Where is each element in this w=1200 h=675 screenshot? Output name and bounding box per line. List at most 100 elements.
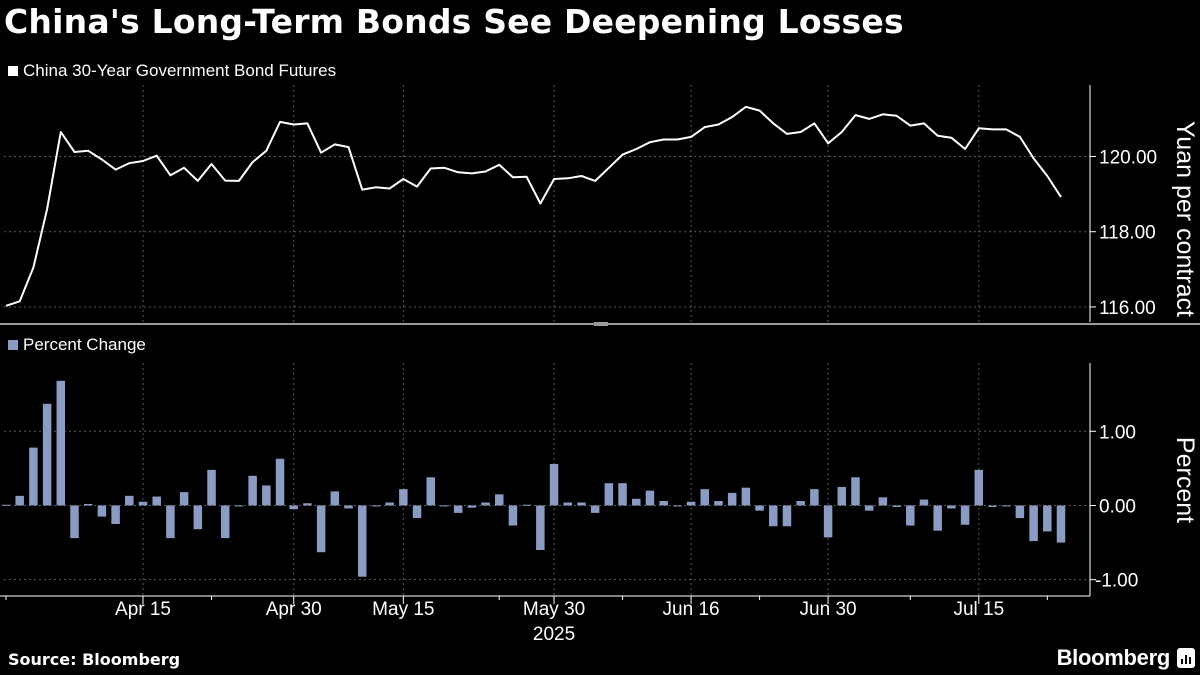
bar-percent-change: [741, 487, 751, 506]
bar-percent-change: [193, 505, 203, 530]
year-label: 2025: [533, 624, 575, 645]
bar-percent-change: [207, 469, 216, 506]
bar-percent-change: [851, 477, 860, 506]
bar-percent-change: [1015, 505, 1025, 519]
bar-percent-change: [727, 492, 737, 506]
bar-percent-change: [810, 489, 819, 506]
legend-line-label: China 30-Year Government Bond Futures: [23, 61, 337, 80]
bar-percent-change: [42, 403, 52, 506]
bars-layer: [1, 380, 1066, 577]
bar-percent-change: [494, 494, 504, 506]
ytick-label-top: 118.00: [1099, 223, 1156, 244]
bar-percent-change: [275, 458, 285, 506]
bar-percent-change: [755, 505, 764, 511]
bar-percent-change: [303, 503, 312, 506]
bar-percent-change: [700, 489, 710, 506]
bar-percent-change: [166, 505, 175, 539]
bar-percent-change: [412, 505, 422, 519]
legend-bar: Percent Change: [8, 335, 146, 355]
bar-percent-change: [919, 499, 929, 506]
bar-percent-change: [316, 505, 326, 553]
bar-percent-change: [686, 501, 696, 506]
bar-percent-change: [673, 505, 682, 507]
bar-percent-change: [947, 505, 956, 509]
bar-percent-change: [83, 503, 93, 506]
legend-line: China 30-Year Government Bond Futures: [8, 61, 336, 81]
bar-percent-change: [1043, 505, 1052, 532]
line-layer: [5, 105, 1062, 307]
y-axis-title-bottom: Percent: [1171, 437, 1199, 523]
bar-percent-change: [536, 505, 545, 550]
bar-percent-change: [70, 505, 79, 539]
bar-percent-change: [97, 505, 107, 517]
bar-percent-change: [453, 505, 463, 513]
bar-percent-change: [15, 495, 24, 506]
bar-percent-change: [508, 505, 518, 526]
bar-percent-change: [892, 505, 901, 507]
bar-percent-change: [823, 505, 833, 538]
bar-percent-change: [604, 483, 614, 506]
legend-line-swatch: [8, 66, 18, 76]
axis-layer: 116.00 118.00 120.00 -1.00 0.00 1.00 Apr 15 Apr…: [0, 85, 1200, 645]
bar-percent-change: [152, 496, 161, 506]
xtick-label: Jul 15: [953, 599, 1004, 620]
bar-percent-change: [248, 475, 257, 506]
bar-percent-change: [234, 505, 244, 507]
bar-percent-change: [563, 502, 573, 506]
bar-percent-change: [796, 501, 805, 506]
bar-percent-change: [357, 505, 367, 577]
bar-percent-change: [618, 483, 627, 506]
bar-percent-change: [481, 502, 490, 506]
bar-percent-change: [837, 486, 847, 506]
bar-percent-change: [29, 447, 38, 506]
bar-percent-change: [399, 489, 408, 506]
bar-percent-change: [878, 497, 888, 506]
bar-percent-change: [344, 505, 353, 509]
bar-percent-change: [659, 501, 668, 506]
y-axis-title-top: Yuan per contract: [1171, 121, 1199, 317]
bar-percent-change: [111, 505, 120, 525]
bar-percent-change: [590, 505, 600, 513]
legend-bar-swatch: [8, 340, 18, 350]
source-note: Source: Bloomberg: [8, 650, 181, 669]
bar-percent-change: [220, 505, 230, 539]
bar-percent-change: [933, 505, 942, 531]
bar-percent-change: [577, 502, 586, 506]
bar-percent-change: [549, 463, 559, 506]
bar-percent-change: [385, 502, 394, 506]
xtick-label: May 15: [372, 599, 434, 620]
bar-percent-change: [440, 505, 449, 507]
bar-percent-change: [988, 505, 997, 507]
bloomberg-chart-icon: [1177, 648, 1195, 668]
line-series-bond-futures: [5, 105, 1062, 307]
ytick-label-bottom: 0.00: [1099, 496, 1136, 517]
bar-percent-change: [864, 505, 874, 511]
bar-percent-change: [1029, 505, 1038, 542]
legend-bar-label: Percent Change: [23, 335, 146, 354]
bar-percent-change: [330, 491, 340, 506]
xtick-label: Jun 30: [800, 599, 857, 620]
ytick-label-top: 116.00: [1099, 298, 1156, 319]
xtick-label: May 30: [523, 599, 585, 620]
bar-percent-change: [960, 505, 970, 525]
ytick-label-bottom: 1.00: [1099, 422, 1136, 443]
ytick-label-top: 120.00: [1099, 147, 1157, 168]
xtick-label: Jun 16: [663, 599, 720, 620]
panel-divider-handle: [594, 322, 608, 326]
bar-percent-change: [138, 501, 148, 506]
bar-percent-change: [769, 505, 778, 527]
ytick-label-bottom: -1.00: [1095, 571, 1138, 592]
bar-percent-change: [632, 498, 641, 506]
bar-percent-change: [371, 505, 381, 507]
bar-percent-change: [426, 477, 435, 506]
bar-percent-change: [56, 380, 66, 506]
xtick-label: Apr 15: [115, 599, 171, 620]
chart-title: China's Long-Term Bonds See Deepening Lo…: [4, 2, 904, 41]
bar-percent-change: [974, 469, 984, 506]
bar-percent-change: [522, 504, 531, 506]
bar-percent-change: [714, 501, 723, 506]
bar-percent-change: [1056, 505, 1066, 543]
bar-percent-change: [906, 505, 915, 526]
bar-percent-change: [467, 505, 477, 508]
